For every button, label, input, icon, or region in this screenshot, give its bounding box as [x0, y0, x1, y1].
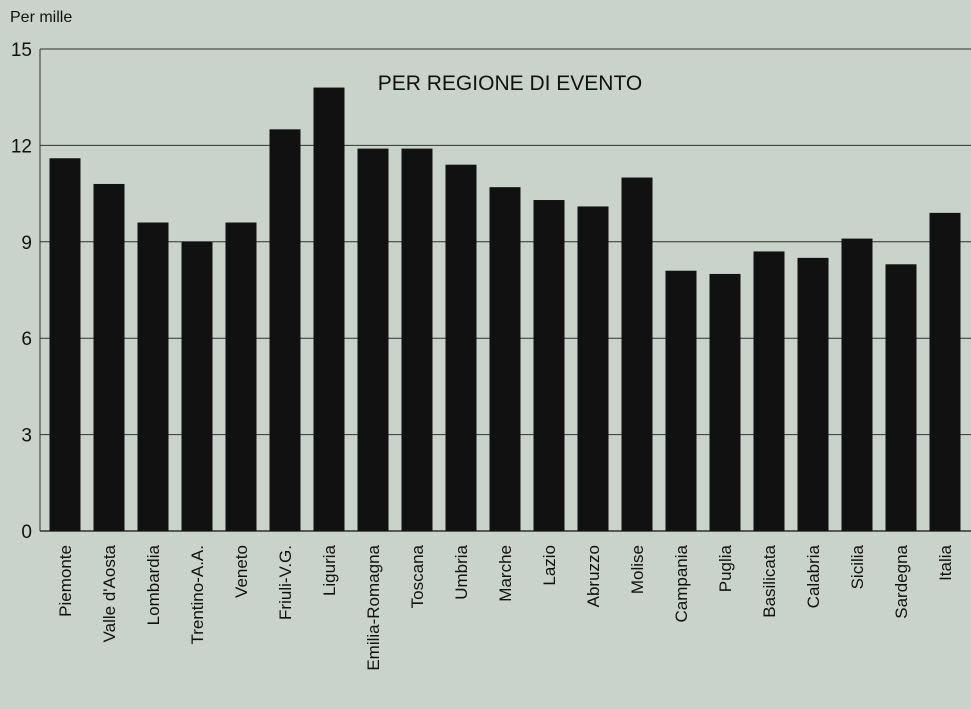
x-tick-label: Toscana: [408, 544, 427, 608]
bars: [49, 87, 961, 532]
bar-11: [533, 200, 565, 531]
bar-14: [665, 270, 697, 531]
x-tick-label: Calabria: [804, 544, 823, 608]
chart-title: PER REGIONE DI EVENTO: [378, 72, 643, 95]
bar-17: [797, 257, 829, 531]
x-tick-label: Puglia: [716, 544, 735, 592]
y-tick-label: 9: [21, 233, 32, 254]
y-tick-label: 12: [11, 136, 32, 157]
x-tick-label: Liguria: [320, 544, 339, 596]
x-tick-label: Emilia-Romagna: [364, 544, 383, 670]
x-tick-label: Sicilia: [848, 544, 867, 589]
y-axis-label: Per mille: [10, 9, 72, 26]
y-tick-label: 3: [21, 426, 32, 447]
bar-7: [357, 148, 389, 531]
bar-13: [621, 177, 653, 532]
x-tick-label: Basilicata: [760, 544, 779, 617]
bar-2: [137, 222, 169, 531]
x-tick-label: Trentino-A.A.: [188, 545, 207, 645]
x-tick-label: Umbria: [452, 544, 471, 599]
x-tick-label: Molise: [628, 545, 647, 594]
bar-5: [269, 129, 301, 532]
bar-9: [445, 164, 477, 531]
x-tick-label: Campania: [672, 544, 691, 622]
bar-16: [753, 251, 785, 531]
y-tick-label: 0: [21, 522, 32, 543]
y-tick-labels: 0 3 6 9 12 15: [11, 40, 32, 543]
bar-20: [929, 212, 961, 531]
x-tick-label: Lombardia: [144, 544, 163, 625]
bar-1: [93, 183, 125, 531]
bar-15: [709, 273, 741, 531]
y-tick-label: 6: [21, 329, 32, 350]
bar-4: [225, 222, 257, 531]
x-tick-label: Italia: [936, 544, 955, 580]
x-tick-labels: Piemonte Valle d'Aosta Lombardia Trentino-A…: [56, 544, 955, 670]
bar-8: [401, 148, 433, 531]
x-tick-label: Veneto: [232, 545, 251, 598]
x-tick-label: Friuli-V.G.: [276, 545, 295, 620]
bar-6: [313, 87, 345, 531]
bar-3: [181, 241, 213, 532]
x-tick-label: Abruzzo: [584, 545, 603, 607]
bar-18: [841, 238, 873, 531]
bar-12: [577, 206, 609, 531]
bar-19: [885, 264, 917, 531]
x-tick-label: Sardegna: [892, 544, 911, 618]
x-tick-label: Valle d'Aosta: [100, 544, 119, 642]
y-tick-label: 15: [11, 40, 32, 61]
x-tick-label: Lazio: [540, 545, 559, 586]
bar-10: [489, 187, 521, 531]
x-tick-label: Marche: [496, 545, 515, 602]
x-tick-label: Piemonte: [56, 545, 75, 617]
bar-0: [49, 158, 81, 531]
